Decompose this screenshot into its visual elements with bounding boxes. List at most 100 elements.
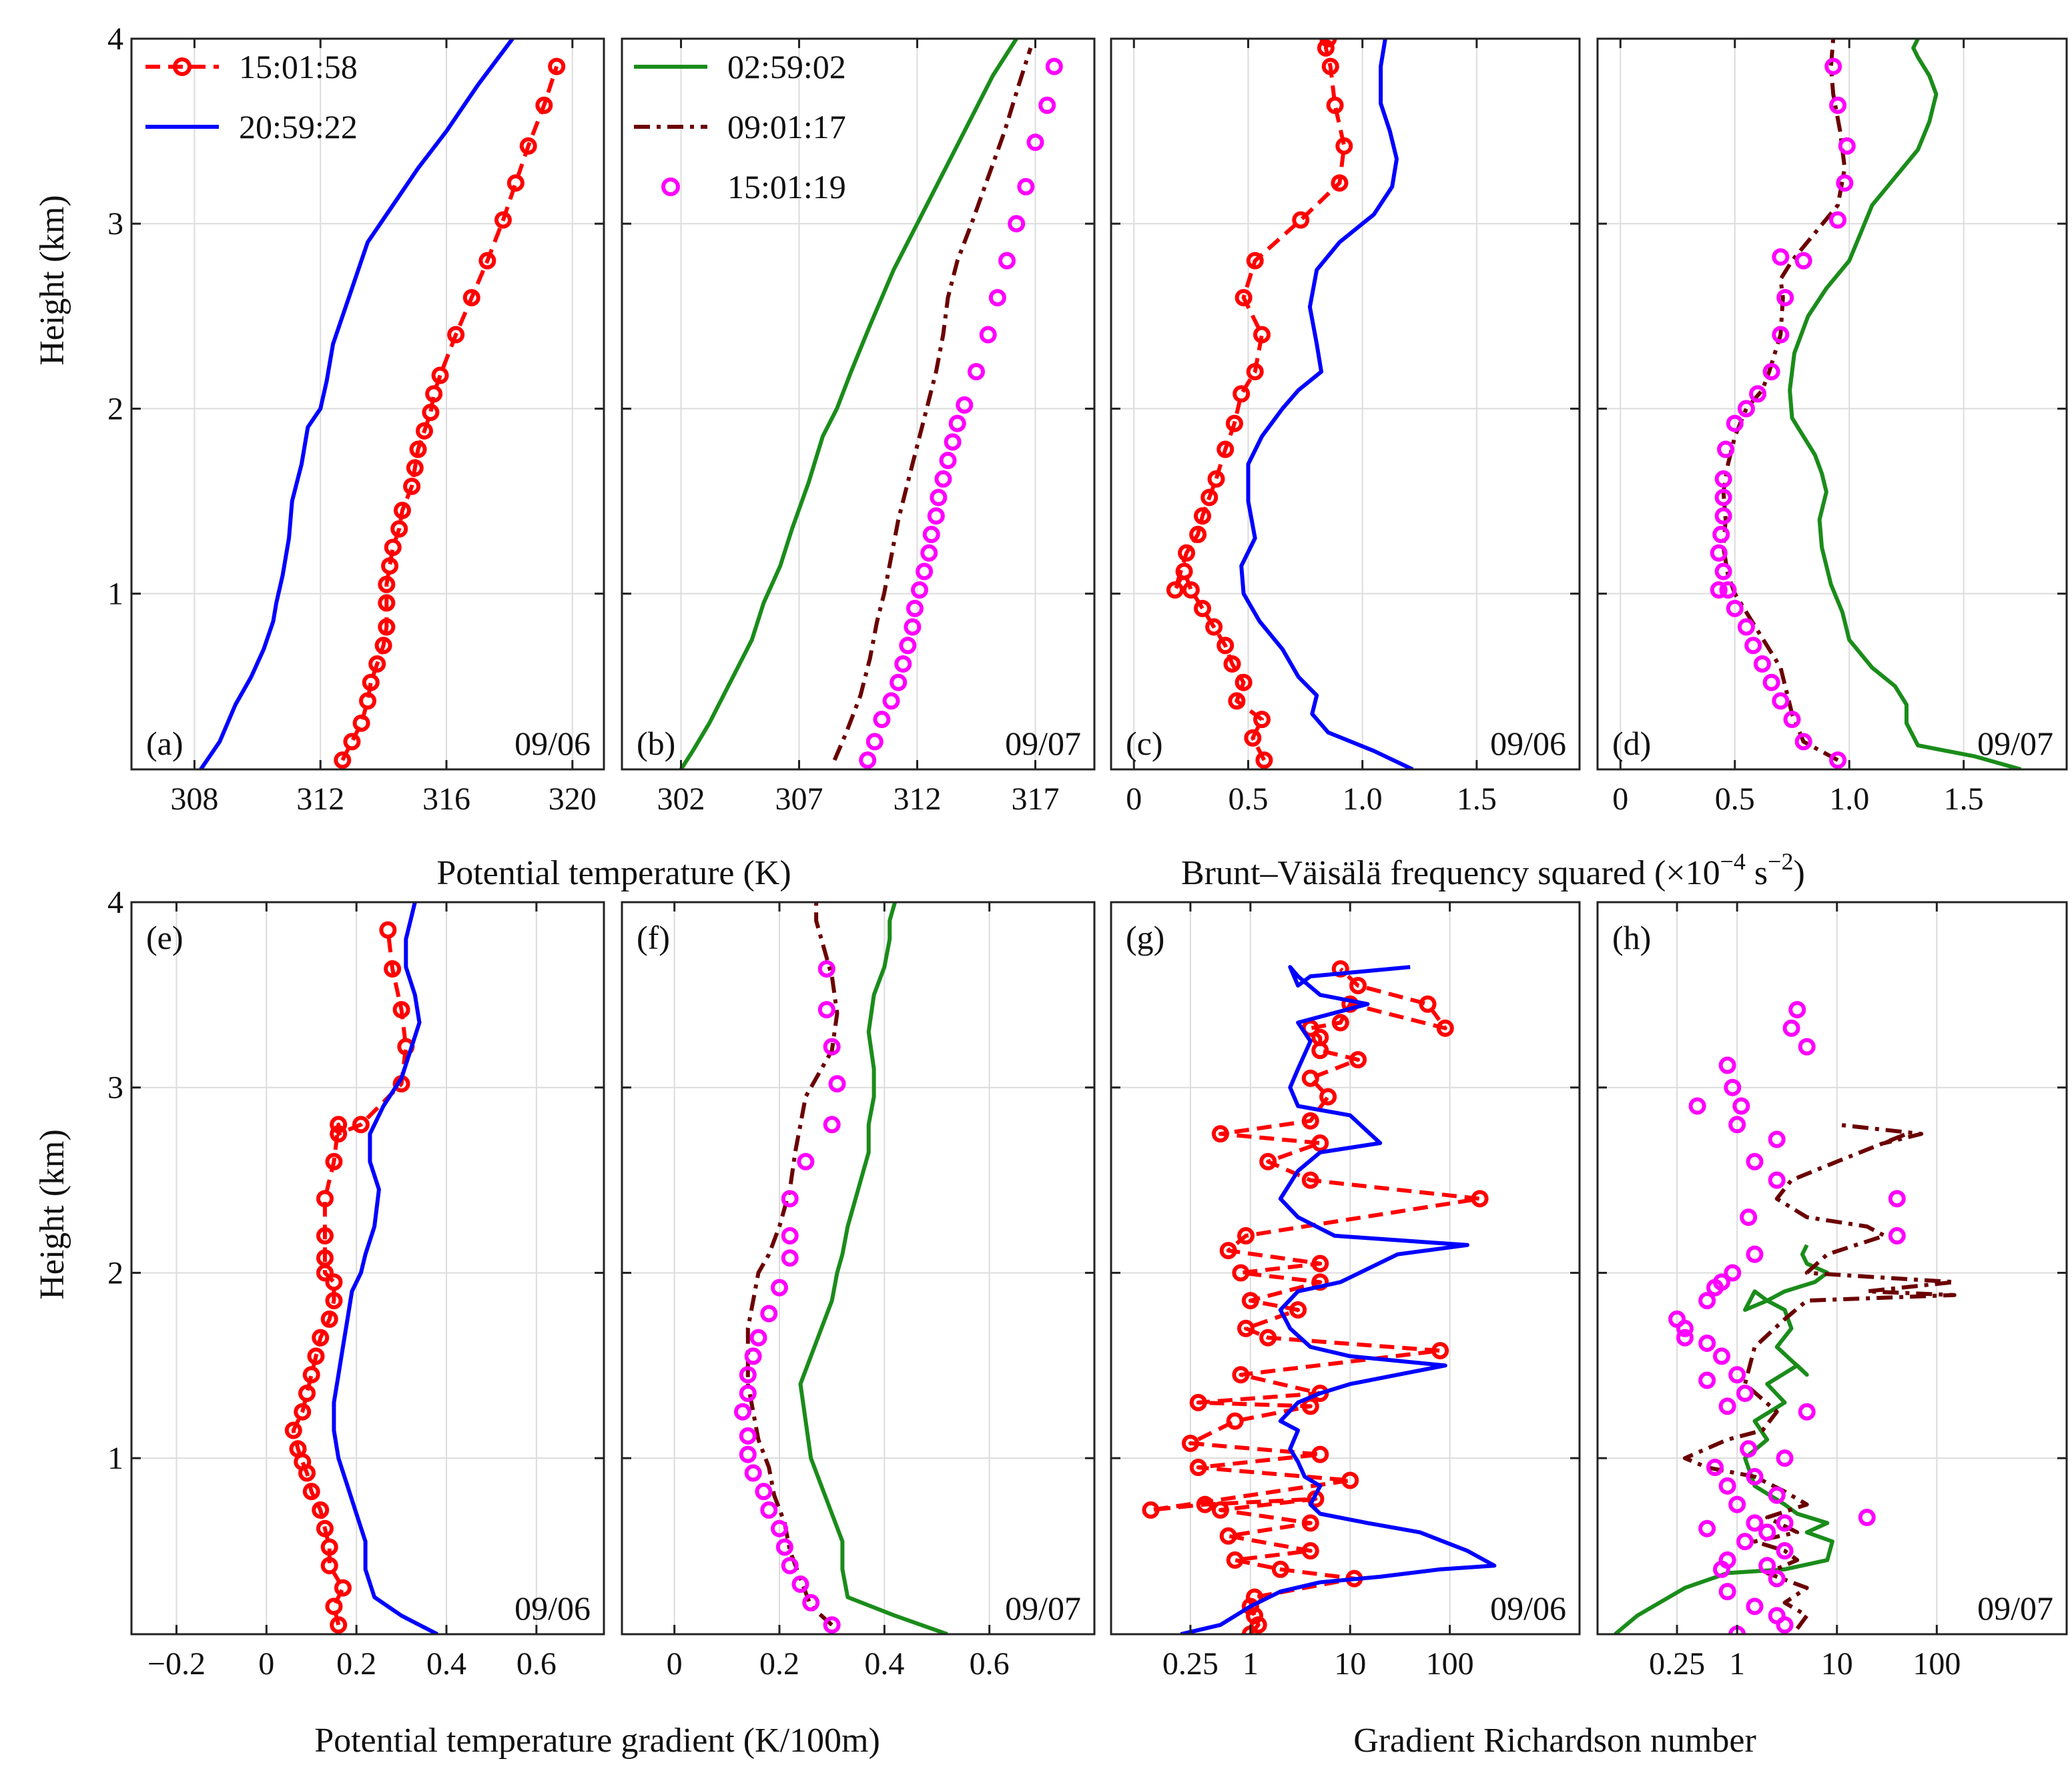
- axes-frame: [1598, 39, 2067, 769]
- panel-label: (d): [1612, 725, 1651, 762]
- data-point: [383, 559, 396, 573]
- data-point: [427, 387, 440, 400]
- data-point: [509, 176, 523, 190]
- data-point: [1719, 442, 1732, 456]
- data-point: [1860, 1511, 1874, 1524]
- series-line-green: [681, 39, 1017, 769]
- data-point: [1178, 565, 1191, 578]
- data-point: [1715, 1349, 1728, 1363]
- data-point: [804, 1596, 817, 1610]
- panel-label: (g): [1126, 919, 1164, 956]
- data-point: [1774, 250, 1787, 264]
- data-point: [1235, 387, 1248, 400]
- x-tick-label: 1.5: [1457, 781, 1497, 817]
- x-tick-label: −0.2: [147, 1646, 206, 1682]
- x-tick-label: 1.0: [1343, 781, 1383, 817]
- x-tick-label: 0.4: [426, 1646, 466, 1682]
- axes-frame: [1111, 39, 1580, 769]
- legend-marker: [663, 180, 678, 194]
- data-point: [1800, 1040, 1814, 1054]
- x-tick-label: 0.4: [864, 1646, 904, 1682]
- data-point: [1717, 565, 1730, 578]
- data-point: [982, 328, 995, 342]
- data-point: [1890, 1192, 1904, 1205]
- x-tick-label: 0.25: [1162, 1646, 1219, 1682]
- data-point: [323, 1559, 336, 1572]
- data-point: [1691, 1099, 1704, 1112]
- data-point: [913, 583, 926, 597]
- data-point: [332, 1618, 345, 1632]
- axes-frame: [622, 39, 1094, 769]
- data-point: [831, 1077, 844, 1090]
- data-point: [799, 1155, 812, 1168]
- data-point: [1229, 1415, 1242, 1428]
- y-tick-label: 2: [107, 391, 123, 426]
- data-point: [868, 735, 882, 748]
- x-tick-label: 0.25: [1649, 1646, 1705, 1682]
- data-point: [908, 602, 922, 615]
- data-point: [1712, 547, 1726, 560]
- date-label: 09/06: [1490, 725, 1566, 762]
- panel-e: −0.2 0 0.2 0.4 0.61234(e)09/06: [107, 885, 604, 1682]
- data-point: [1742, 1210, 1755, 1224]
- data-point: [1229, 1553, 1242, 1567]
- data-point: [752, 1331, 765, 1345]
- data-point: [906, 621, 919, 634]
- data-point: [1770, 1609, 1784, 1622]
- panel-c: 0 0.5 1.0 1.5(c) 09/06: [1111, 32, 1580, 817]
- data-point: [1712, 583, 1726, 597]
- data-point: [1826, 60, 1840, 73]
- data-point: [1721, 1585, 1734, 1598]
- date-label: 09/06: [1490, 1589, 1566, 1627]
- series-line-green: [1790, 39, 2021, 769]
- data-point: [305, 1368, 318, 1381]
- series-line-blue: [201, 39, 512, 769]
- data-point: [1700, 1374, 1714, 1387]
- data-point: [783, 1229, 797, 1243]
- series-line-darkred: [835, 48, 1031, 760]
- data-point: [741, 1448, 755, 1461]
- data-point: [1840, 139, 1854, 153]
- data-point: [1831, 214, 1844, 227]
- data-point: [1700, 1522, 1714, 1535]
- data-point: [1473, 1192, 1487, 1205]
- data-point: [925, 528, 938, 541]
- y-tick-label: 4: [107, 21, 123, 57]
- data-point: [1748, 1155, 1761, 1168]
- data-point: [747, 1466, 760, 1479]
- data-point: [1778, 291, 1792, 304]
- data-point: [1774, 694, 1787, 707]
- x-tick-label: 0.2: [336, 1646, 376, 1682]
- series-line-blue: [1241, 39, 1413, 769]
- data-point: [1721, 1479, 1734, 1493]
- x-tick-label: 0: [1126, 781, 1142, 817]
- date-label: 09/07: [1005, 725, 1081, 762]
- data-point: [1765, 365, 1778, 378]
- series-line-blue: [334, 902, 437, 1634]
- data-point: [885, 694, 898, 707]
- date-label: 09/06: [514, 1589, 591, 1627]
- data-point: [783, 1192, 797, 1205]
- data-point: [922, 547, 936, 560]
- axes-frame: [1598, 902, 2067, 1634]
- data-point: [318, 1192, 332, 1205]
- data-point: [1800, 1405, 1814, 1419]
- data-point: [820, 1003, 833, 1016]
- x-tick-label: 317: [1012, 781, 1060, 817]
- x-tick-label: 312: [296, 781, 344, 817]
- data-point: [1890, 1229, 1904, 1243]
- data-point: [336, 1581, 350, 1595]
- data-point: [1770, 1174, 1784, 1187]
- data-point: [942, 454, 955, 467]
- data-point: [1714, 528, 1728, 541]
- data-point: [892, 676, 905, 689]
- x-tick-label: 10: [1334, 1646, 1366, 1682]
- data-point: [1433, 1344, 1447, 1357]
- x-tick-label: 0: [258, 1646, 274, 1682]
- data-point: [1421, 998, 1434, 1011]
- series-group: [736, 902, 948, 1634]
- y-tick-label: 2: [107, 1255, 123, 1291]
- x-tick-label: 1: [1729, 1646, 1745, 1682]
- data-point: [1748, 1248, 1761, 1261]
- data-point: [364, 676, 378, 689]
